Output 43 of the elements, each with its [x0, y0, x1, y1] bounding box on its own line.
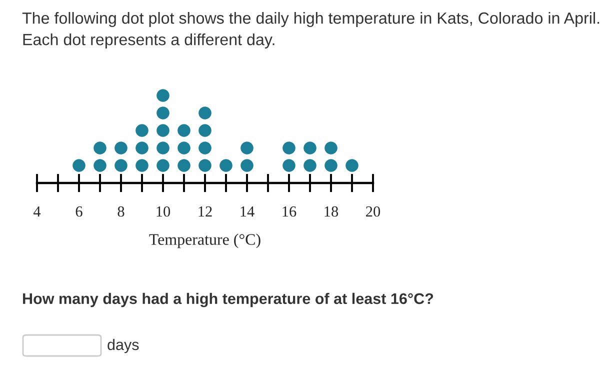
point — [156, 106, 170, 120]
x-tick-label: 12 — [198, 206, 212, 217]
point — [198, 142, 212, 154]
x-tick-label: 6 — [76, 206, 82, 217]
x-tick-label: 4 — [33, 206, 41, 217]
text: How many days had a high temperature of at least 16°C? — [23, 292, 434, 308]
point — [178, 159, 190, 172]
point — [114, 142, 128, 154]
point — [324, 159, 338, 172]
point — [346, 159, 358, 172]
point — [156, 89, 170, 102]
point — [136, 142, 148, 154]
point — [114, 159, 128, 172]
x-tick-label: 18 — [324, 206, 338, 217]
point — [156, 124, 170, 137]
x-tick-label: 20 — [366, 206, 380, 217]
x-tick-label: 16 — [282, 206, 296, 217]
point — [178, 124, 190, 137]
point — [198, 124, 212, 137]
point — [304, 159, 316, 172]
x-tick-label: 8 — [118, 206, 124, 217]
point — [136, 124, 148, 137]
point — [282, 142, 296, 154]
point — [304, 142, 316, 154]
point — [220, 159, 232, 172]
point — [72, 159, 86, 172]
point — [136, 159, 148, 172]
point — [156, 159, 170, 172]
point — [94, 142, 106, 154]
point — [282, 159, 296, 172]
point — [240, 159, 254, 172]
point — [178, 142, 190, 154]
chart-title: The following dot plot shows the daily high temperature in Kats, Colorado in April. Each dot represents a different day. — [22, 12, 600, 48]
point — [156, 142, 170, 154]
point — [94, 159, 106, 172]
point — [198, 159, 212, 172]
point — [324, 142, 338, 154]
point — [240, 142, 254, 154]
x-axis-title: Temperature (°C) — [149, 234, 260, 248]
x-tick-label: 14 — [240, 206, 254, 217]
x-tick-label: 10 — [156, 206, 170, 217]
text: days — [108, 338, 139, 354]
point — [198, 106, 212, 120]
